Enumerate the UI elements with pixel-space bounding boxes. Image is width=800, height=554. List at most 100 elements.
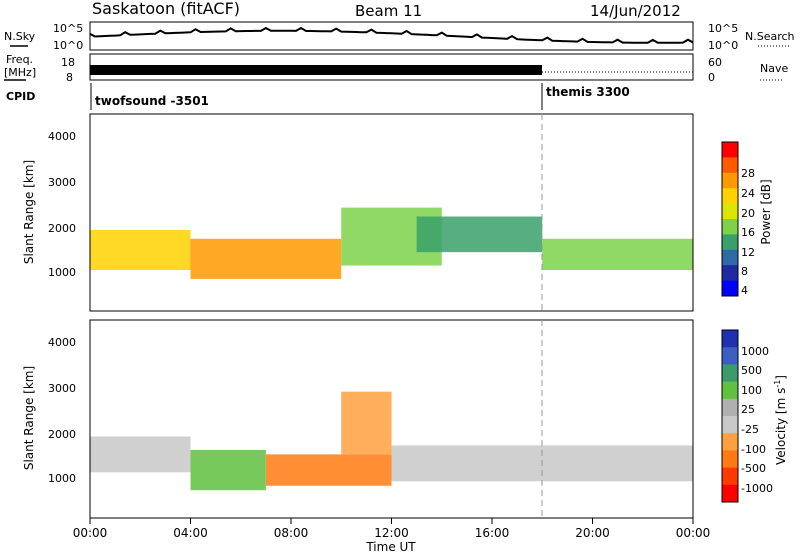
velocity-echo-region-1 bbox=[90, 436, 191, 473]
station-title: Saskatoon (fitACF) bbox=[92, 0, 240, 18]
x-tick-label-2: 04:00 bbox=[173, 526, 208, 540]
x-tick-label-1: 00:00 bbox=[73, 526, 108, 540]
x-tick-label-6: 20:00 bbox=[575, 526, 610, 540]
velocity-echo-region-4 bbox=[341, 391, 392, 455]
vel-cb-tick-1000: 1000 bbox=[741, 345, 769, 358]
vel-cb-tick-neg500: -500 bbox=[741, 462, 766, 475]
cpid-label: CPID bbox=[6, 90, 35, 103]
velocity-colorbar-swatch-7 bbox=[722, 433, 738, 451]
x-tick-label-3: 08:00 bbox=[274, 526, 309, 540]
x-tick-label-5: 16:00 bbox=[475, 526, 510, 540]
power-colorbar bbox=[722, 142, 738, 297]
noise-left-tick-bottom: 10^0 bbox=[53, 39, 83, 52]
power-cb-tick-20: 20 bbox=[741, 207, 755, 220]
power-ytick-4000: 4000 bbox=[48, 130, 76, 143]
freq-tick-top: 18 bbox=[61, 56, 75, 69]
x-axis-ticks: 00:00 04:00 08:00 12:00 16:00 20:00 00:00 bbox=[73, 518, 711, 540]
power-cb-tick-28: 28 bbox=[741, 167, 755, 180]
cpid-segment-1: twofsound -3501 bbox=[95, 94, 209, 108]
power-colorbar-label: Power [dB] bbox=[759, 179, 773, 244]
svg-text:Velocity [m s-1]: Velocity [m s-1] bbox=[773, 375, 788, 465]
power-echo-region-5 bbox=[542, 238, 693, 270]
power-echo-region-1 bbox=[90, 229, 191, 270]
vel-ytick-2000: 2000 bbox=[48, 428, 76, 441]
power-cb-tick-24: 24 bbox=[741, 187, 755, 200]
vel-cb-tick-500: 500 bbox=[741, 364, 762, 377]
x-tick-label-7: 00:00 bbox=[676, 526, 711, 540]
vel-cb-tick-neg100: -100 bbox=[741, 443, 766, 456]
velocity-colorbar-swatch-5 bbox=[722, 398, 738, 417]
velocity-echo-region-2 bbox=[190, 449, 266, 491]
noise-trace bbox=[89, 26, 694, 44]
noise-left-tick-top: 10^5 bbox=[53, 22, 83, 35]
vel-cb-tick-100: 100 bbox=[741, 384, 762, 397]
velocity-colorbar-swatch-4 bbox=[722, 381, 738, 400]
nave-tick-bottom: 0 bbox=[708, 71, 715, 84]
power-colorbar-swatch-2 bbox=[722, 157, 738, 174]
power-ylabel: Slant Range [km] bbox=[22, 160, 36, 264]
velocity-colorbar-swatch-2 bbox=[722, 347, 738, 365]
power-panel-frame bbox=[89, 113, 694, 312]
power-ytick-1000: 1000 bbox=[48, 266, 76, 279]
velocity-colorbar-frame bbox=[721, 329, 739, 503]
vel-ytick-4000: 4000 bbox=[48, 336, 76, 349]
power-ytick-2000: 2000 bbox=[48, 222, 76, 235]
noise-right-tick-bottom: 10^0 bbox=[708, 39, 738, 52]
velocity-colorbar-swatch-8 bbox=[722, 450, 738, 469]
freq-label-line1: Freq. bbox=[6, 53, 33, 66]
power-cb-tick-8: 8 bbox=[741, 265, 748, 278]
power-colorbar-ticks: 28 24 20 16 12 8 4 bbox=[741, 167, 755, 297]
power-ytick-3000: 3000 bbox=[48, 176, 76, 189]
freq-tick-bottom: 8 bbox=[66, 71, 73, 84]
power-colorbar-swatch-3 bbox=[722, 172, 738, 189]
nave-tick-top: 60 bbox=[708, 56, 722, 69]
vel-ytick-3000: 3000 bbox=[48, 382, 76, 395]
vel-cb-tick-25: 25 bbox=[741, 403, 755, 416]
velocity-colorbar-swatch-1 bbox=[722, 330, 738, 348]
freq-bar bbox=[90, 65, 542, 75]
power-colorbar-swatch-7 bbox=[722, 234, 738, 251]
vel-cb-tick-neg1000: -1000 bbox=[741, 482, 773, 495]
velocity-colorbar-swatch-10 bbox=[722, 484, 738, 503]
velocity-colorbar-label: Velocity [m s-1] bbox=[773, 375, 788, 465]
freq-label-line2: [MHz] bbox=[4, 66, 36, 79]
noise-left-label: N.Sky bbox=[4, 30, 36, 43]
velocity-echo-layer bbox=[90, 391, 693, 491]
vel-cb-label-text: Velocity [m s bbox=[774, 388, 788, 465]
vel-cb-label-sup: -1 bbox=[773, 380, 782, 388]
power-colorbar-frame bbox=[721, 141, 739, 297]
velocity-echo-region-3 bbox=[265, 454, 392, 486]
x-tick-label-4: 12:00 bbox=[374, 526, 409, 540]
velocity-ylabel: Slant Range [km] bbox=[22, 366, 36, 470]
noise-right-label: N.Search bbox=[745, 30, 795, 43]
power-colorbar-swatch-1 bbox=[722, 142, 738, 158]
velocity-colorbar bbox=[722, 330, 738, 503]
x-axis-label: Time UT bbox=[365, 540, 416, 554]
power-colorbar-swatch-9 bbox=[722, 265, 738, 282]
vel-cb-tick-neg25: -25 bbox=[741, 423, 759, 436]
power-echo-region-2 bbox=[190, 238, 342, 279]
velocity-colorbar-swatch-9 bbox=[722, 467, 738, 486]
power-cb-tick-4: 4 bbox=[741, 284, 748, 297]
noise-panel-frame bbox=[89, 21, 694, 51]
beam-label: Beam 11 bbox=[355, 2, 422, 20]
power-colorbar-swatch-8 bbox=[722, 249, 738, 266]
noise-right-tick-top: 10^5 bbox=[708, 22, 738, 35]
vel-ytick-1000: 1000 bbox=[48, 472, 76, 485]
power-colorbar-swatch-4 bbox=[722, 188, 738, 205]
vel-cb-label-end: ] bbox=[774, 375, 788, 380]
power-cb-tick-16: 16 bbox=[741, 226, 755, 239]
power-colorbar-swatch-6 bbox=[722, 219, 738, 235]
velocity-yticks: 4000 3000 2000 1000 bbox=[48, 336, 76, 485]
nave-label: Nave bbox=[760, 62, 788, 75]
cpid-segment-2: themis 3300 bbox=[546, 85, 630, 99]
velocity-colorbar-ticks: 1000 500 100 25 -25 -100 -500 -1000 bbox=[741, 345, 773, 495]
power-colorbar-swatch-10 bbox=[722, 280, 738, 297]
power-echo-layer bbox=[90, 207, 693, 279]
power-colorbar-swatch-5 bbox=[722, 203, 738, 220]
power-echo-region-4 bbox=[416, 216, 543, 253]
power-yticks: 4000 3000 2000 1000 bbox=[48, 130, 76, 279]
power-cb-tick-12: 12 bbox=[741, 246, 755, 259]
velocity-colorbar-swatch-6 bbox=[722, 416, 738, 434]
